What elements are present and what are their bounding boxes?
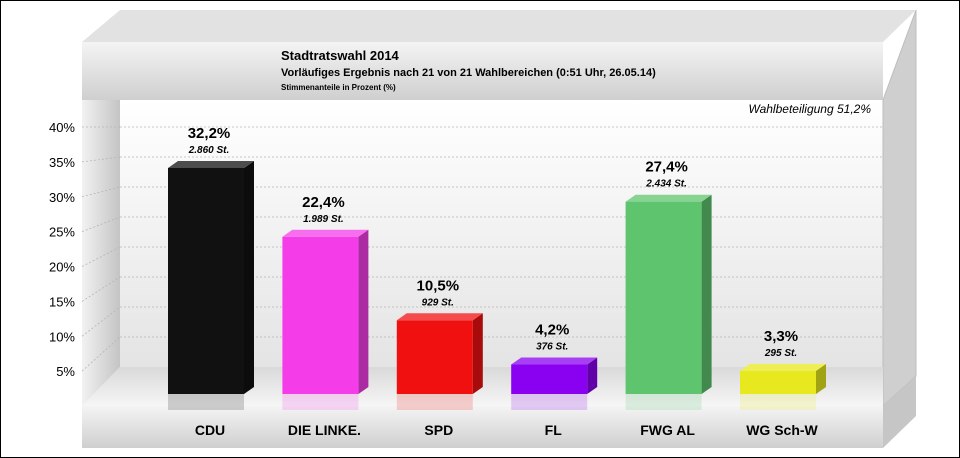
gridline-side [81, 276, 121, 302]
bar-side [472, 313, 483, 394]
chart-title: Stadtratswahl 2014 [281, 48, 400, 63]
x-category-label: FWG AL [640, 422, 695, 438]
bar-value-label: 32,2% [188, 125, 231, 142]
bar-votes-label: 2.434 St. [645, 179, 687, 190]
bar-group: 10,5% 929 St. [396, 277, 483, 410]
bar-votes-label: 1.989 St. [303, 214, 344, 225]
y-tick-label: 35% [49, 155, 75, 170]
bar [740, 370, 816, 394]
bar [396, 320, 473, 394]
bar-group: 4,2% 376 St. [511, 322, 598, 410]
bar-top [511, 357, 598, 365]
chart-subtitle-units: Stimmenanteile in Prozent (%) [281, 83, 396, 92]
bar-side [587, 357, 598, 394]
bar-value-label: 10,5% [417, 277, 460, 294]
bar [511, 364, 588, 394]
gridline-side [81, 246, 121, 267]
y-tick-label: 25% [49, 225, 75, 240]
bar-top [396, 313, 483, 321]
bar-group: 32,2% 2.860 St. [168, 125, 254, 410]
bar-votes-label: 376 St. [536, 342, 568, 353]
bar-side [816, 363, 826, 394]
x-category-label: CDU [195, 422, 225, 438]
bar-reflection [282, 394, 359, 410]
bar-value-label: 3,3% [764, 328, 798, 345]
bar-top [282, 229, 369, 237]
bar-top [740, 363, 826, 371]
y-tick-label: 40% [49, 120, 75, 135]
bar-votes-label: 2.860 St. [188, 145, 230, 156]
turnout-annotation: Wahlbeteiligung 51,2% [748, 102, 871, 116]
bar [625, 201, 702, 394]
y-tick-label: 20% [49, 260, 75, 275]
bar-reflection [740, 394, 816, 410]
y-tick-label: 30% [49, 190, 75, 205]
bar-reflection [396, 394, 473, 410]
x-category-label: WG Sch-W [746, 422, 818, 438]
x-axis: CDU DIE LINKE. SPD FL FWG AL WG Sch-W [195, 422, 819, 438]
bar-side [358, 229, 369, 394]
y-tick-label: 5% [56, 364, 75, 379]
bar-value-label: 22,4% [302, 194, 345, 211]
bar-reflection [168, 394, 244, 410]
bar-value-label: 27,4% [645, 159, 688, 176]
gridline-side [81, 186, 121, 198]
bar [282, 236, 359, 394]
y-tick-label: 15% [49, 294, 75, 309]
x-category-label: DIE LINKE. [288, 422, 361, 438]
bar-group: 22,4% 1.989 St. [282, 194, 369, 410]
x-category-label: FL [545, 422, 563, 438]
bar-votes-label: 295 St. [764, 348, 797, 359]
y-axis: 5% 10% 15% 20% 25% 30% 35% 40% [49, 120, 75, 379]
bar-side [701, 194, 712, 394]
bar-top [625, 194, 712, 202]
bar-side [244, 161, 254, 394]
gridline-side [81, 216, 121, 232]
x-category-label: SPD [424, 422, 453, 438]
y-tick-label: 10% [49, 329, 75, 344]
bar-group: 27,4% 2.434 St. [625, 159, 712, 410]
bar [168, 168, 244, 394]
bar-reflection [511, 394, 588, 410]
bar-top [168, 161, 254, 168]
bar-reflection [625, 394, 702, 410]
chart-subtitle: Vorläufiges Ergebnis nach 21 von 21 Wahl… [281, 67, 656, 79]
bars: 32,2% 2.860 St. 22,4% 1.989 St. 10,5% 929 St.… [168, 125, 826, 410]
bar-value-label: 4,2% [535, 322, 569, 339]
gridlines [81, 126, 883, 372]
bar-votes-label: 929 St. [422, 297, 454, 308]
gridline-side [81, 336, 121, 372]
bar-group: 3,3% 295 St. [740, 328, 826, 410]
